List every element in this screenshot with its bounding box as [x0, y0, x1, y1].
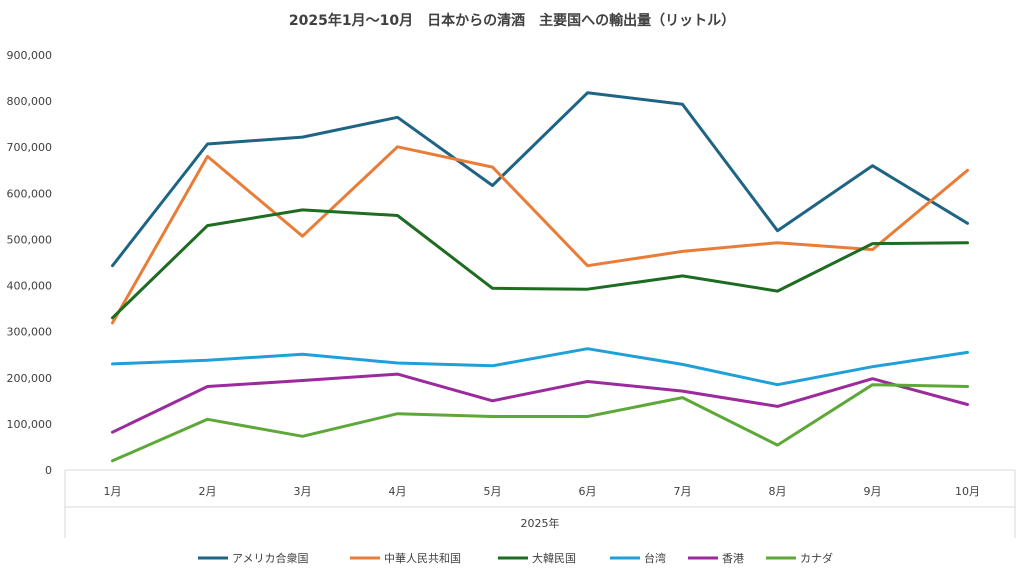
y-axis: 0 100,000 200,000 300,000 400,000 500,000 600,…	[7, 49, 53, 477]
y-tick-label: 0	[45, 464, 52, 477]
x-tick-label: 9月	[864, 485, 882, 498]
y-tick-label: 500,000	[7, 233, 53, 246]
y-tick-label: 600,000	[7, 187, 53, 200]
series-line	[111, 208, 969, 320]
legend-label: 台湾	[644, 551, 666, 565]
x-tick-label: 5月	[484, 485, 502, 498]
y-tick-label: 800,000	[7, 95, 53, 108]
series-line	[111, 372, 969, 434]
y-tick-label: 700,000	[7, 141, 53, 154]
y-tick-label: 900,000	[7, 49, 53, 62]
x-tick-label: 8月	[769, 485, 787, 498]
y-tick-label: 300,000	[7, 326, 53, 339]
x-tick-label: 6月	[579, 485, 597, 498]
series-line	[111, 383, 969, 463]
x-tick-label: 3月	[294, 485, 312, 498]
y-tick-label: 200,000	[7, 372, 53, 385]
x-tick-label: 1月	[104, 485, 122, 498]
legend-label: アメリカ合衆国	[232, 551, 308, 565]
legend-label: カナダ	[800, 551, 833, 565]
legend-label: 香港	[722, 552, 744, 565]
series-group	[111, 91, 969, 463]
y-tick-label: 400,000	[7, 280, 53, 293]
chart-title: 2025年1月～10月 日本からの清酒 主要国への輸出量（リットル）	[289, 12, 735, 29]
x-tick-label: 4月	[389, 485, 407, 498]
x-tick-label: 10月	[955, 485, 980, 498]
x-axis-title: 2025年	[521, 516, 560, 530]
series-line	[111, 347, 969, 387]
x-tick-label: 7月	[674, 485, 692, 498]
legend-label: 中華人民共和国	[384, 552, 461, 565]
legend-label: 大韓民国	[532, 551, 576, 565]
series-line	[111, 91, 969, 268]
x-tick-label: 2月	[199, 485, 217, 498]
legend: アメリカ合衆国 中華人民共和国 大韓民国 台湾 香港 カナダ	[198, 551, 833, 565]
series-line	[111, 145, 969, 325]
y-tick-label: 100,000	[7, 418, 53, 431]
x-axis: 1月 2月 3月 4月 5月 6月 7月 8月 9月 10月	[64, 469, 1016, 538]
